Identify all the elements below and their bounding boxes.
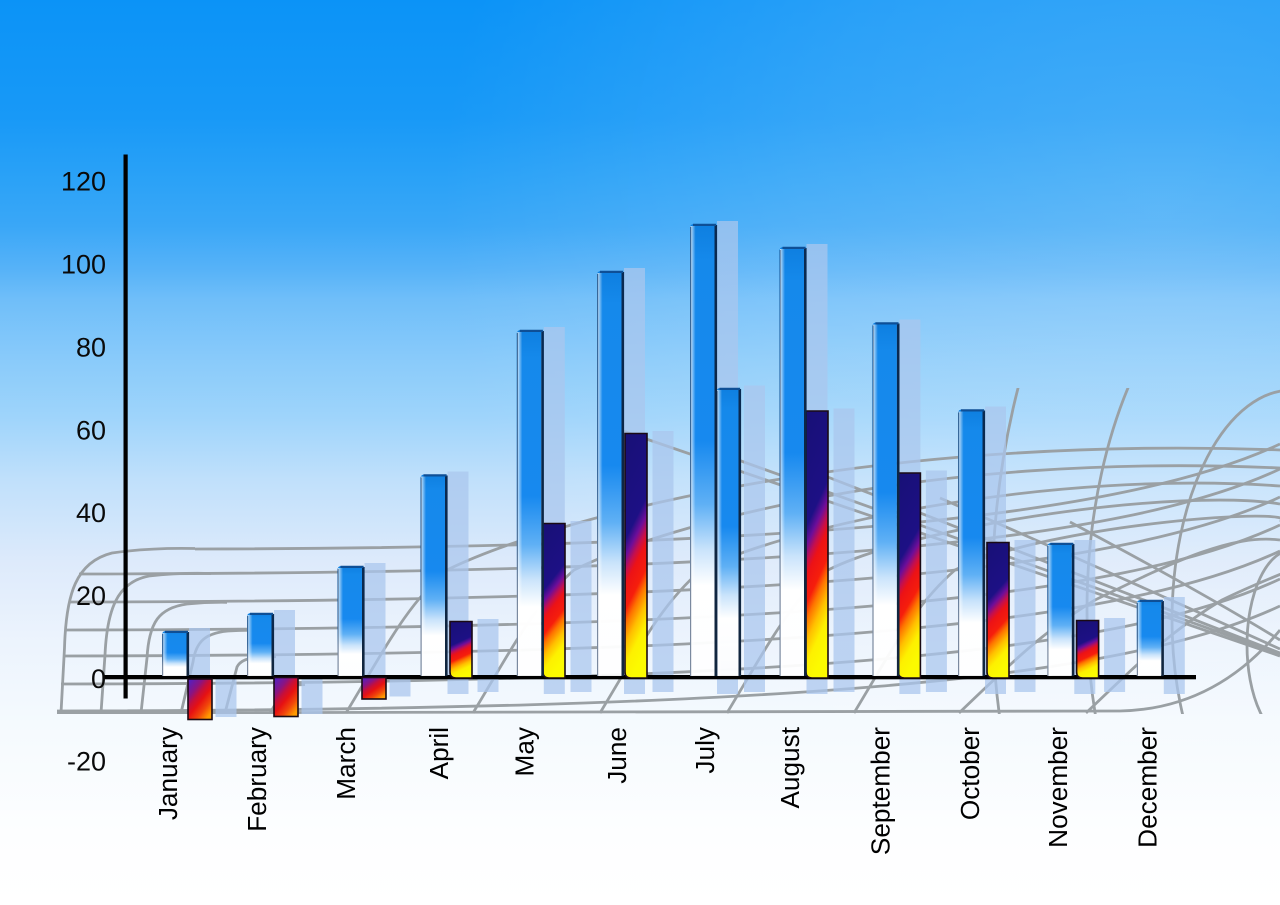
svg-text:August: August [775,726,805,808]
svg-text:December: December [1133,727,1163,848]
svg-text:-20: -20 [67,747,106,777]
svg-text:60: 60 [76,415,106,445]
svg-text:January: January [153,726,183,820]
svg-text:November: November [1043,727,1073,848]
svg-text:July: July [690,726,720,773]
svg-text:120: 120 [61,167,106,197]
svg-text:March: March [331,727,361,800]
svg-text:October: October [955,727,985,820]
svg-text:April: April [424,727,454,779]
svg-text:20: 20 [76,581,106,611]
svg-text:40: 40 [76,498,106,528]
svg-text:80: 80 [76,332,106,362]
svg-text:100: 100 [61,250,106,280]
svg-text:0: 0 [91,664,106,694]
svg-text:September: September [866,727,896,855]
svg-text:June: June [602,727,632,784]
svg-text:May: May [510,726,540,776]
svg-text:February: February [242,726,272,832]
